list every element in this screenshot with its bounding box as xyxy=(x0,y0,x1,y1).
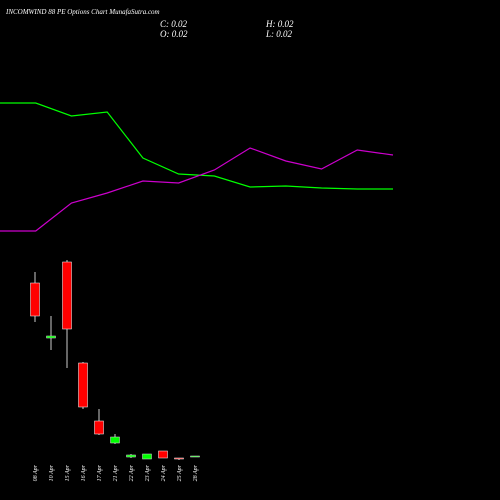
candle-body xyxy=(190,455,200,458)
x-tick-label: 22 Apr xyxy=(129,464,135,481)
x-tick-label: 25 Apr xyxy=(177,464,183,481)
candle-body xyxy=(46,335,56,339)
x-tick-label: 17 Apr xyxy=(97,464,103,481)
x-tick-label: 28 Apr xyxy=(193,464,199,481)
x-tick-label: 24 Apr xyxy=(160,464,167,481)
candle-body xyxy=(78,362,88,408)
indicator-line xyxy=(0,147,394,232)
x-tick-label: 10 Apr xyxy=(49,464,55,481)
x-tick-label: 23 Apr xyxy=(145,464,151,481)
candle-body xyxy=(30,282,40,317)
stat-low: L: 0.02 xyxy=(265,29,293,39)
stat-high: H: 0.02 xyxy=(265,19,294,29)
stat-close: C: 0.02 xyxy=(160,19,188,29)
x-tick-label: 21 Apr xyxy=(113,464,119,481)
candle-body xyxy=(126,454,136,458)
indicator-line xyxy=(0,102,393,190)
chart-title: INCOMWIND 88 PE Options Chart MunafaSutr… xyxy=(5,8,160,16)
candle-body xyxy=(62,261,72,330)
candle-body xyxy=(142,453,152,460)
candle-body xyxy=(174,457,184,460)
x-tick-label: 08 Apr xyxy=(33,464,39,481)
x-tick-label: 15 Apr xyxy=(65,464,71,481)
candle-body xyxy=(158,450,168,459)
stat-open: O: 0.02 xyxy=(160,29,188,39)
x-tick-label: 16 Apr xyxy=(81,464,87,481)
candle-body xyxy=(94,420,104,435)
candle-body xyxy=(110,436,120,444)
